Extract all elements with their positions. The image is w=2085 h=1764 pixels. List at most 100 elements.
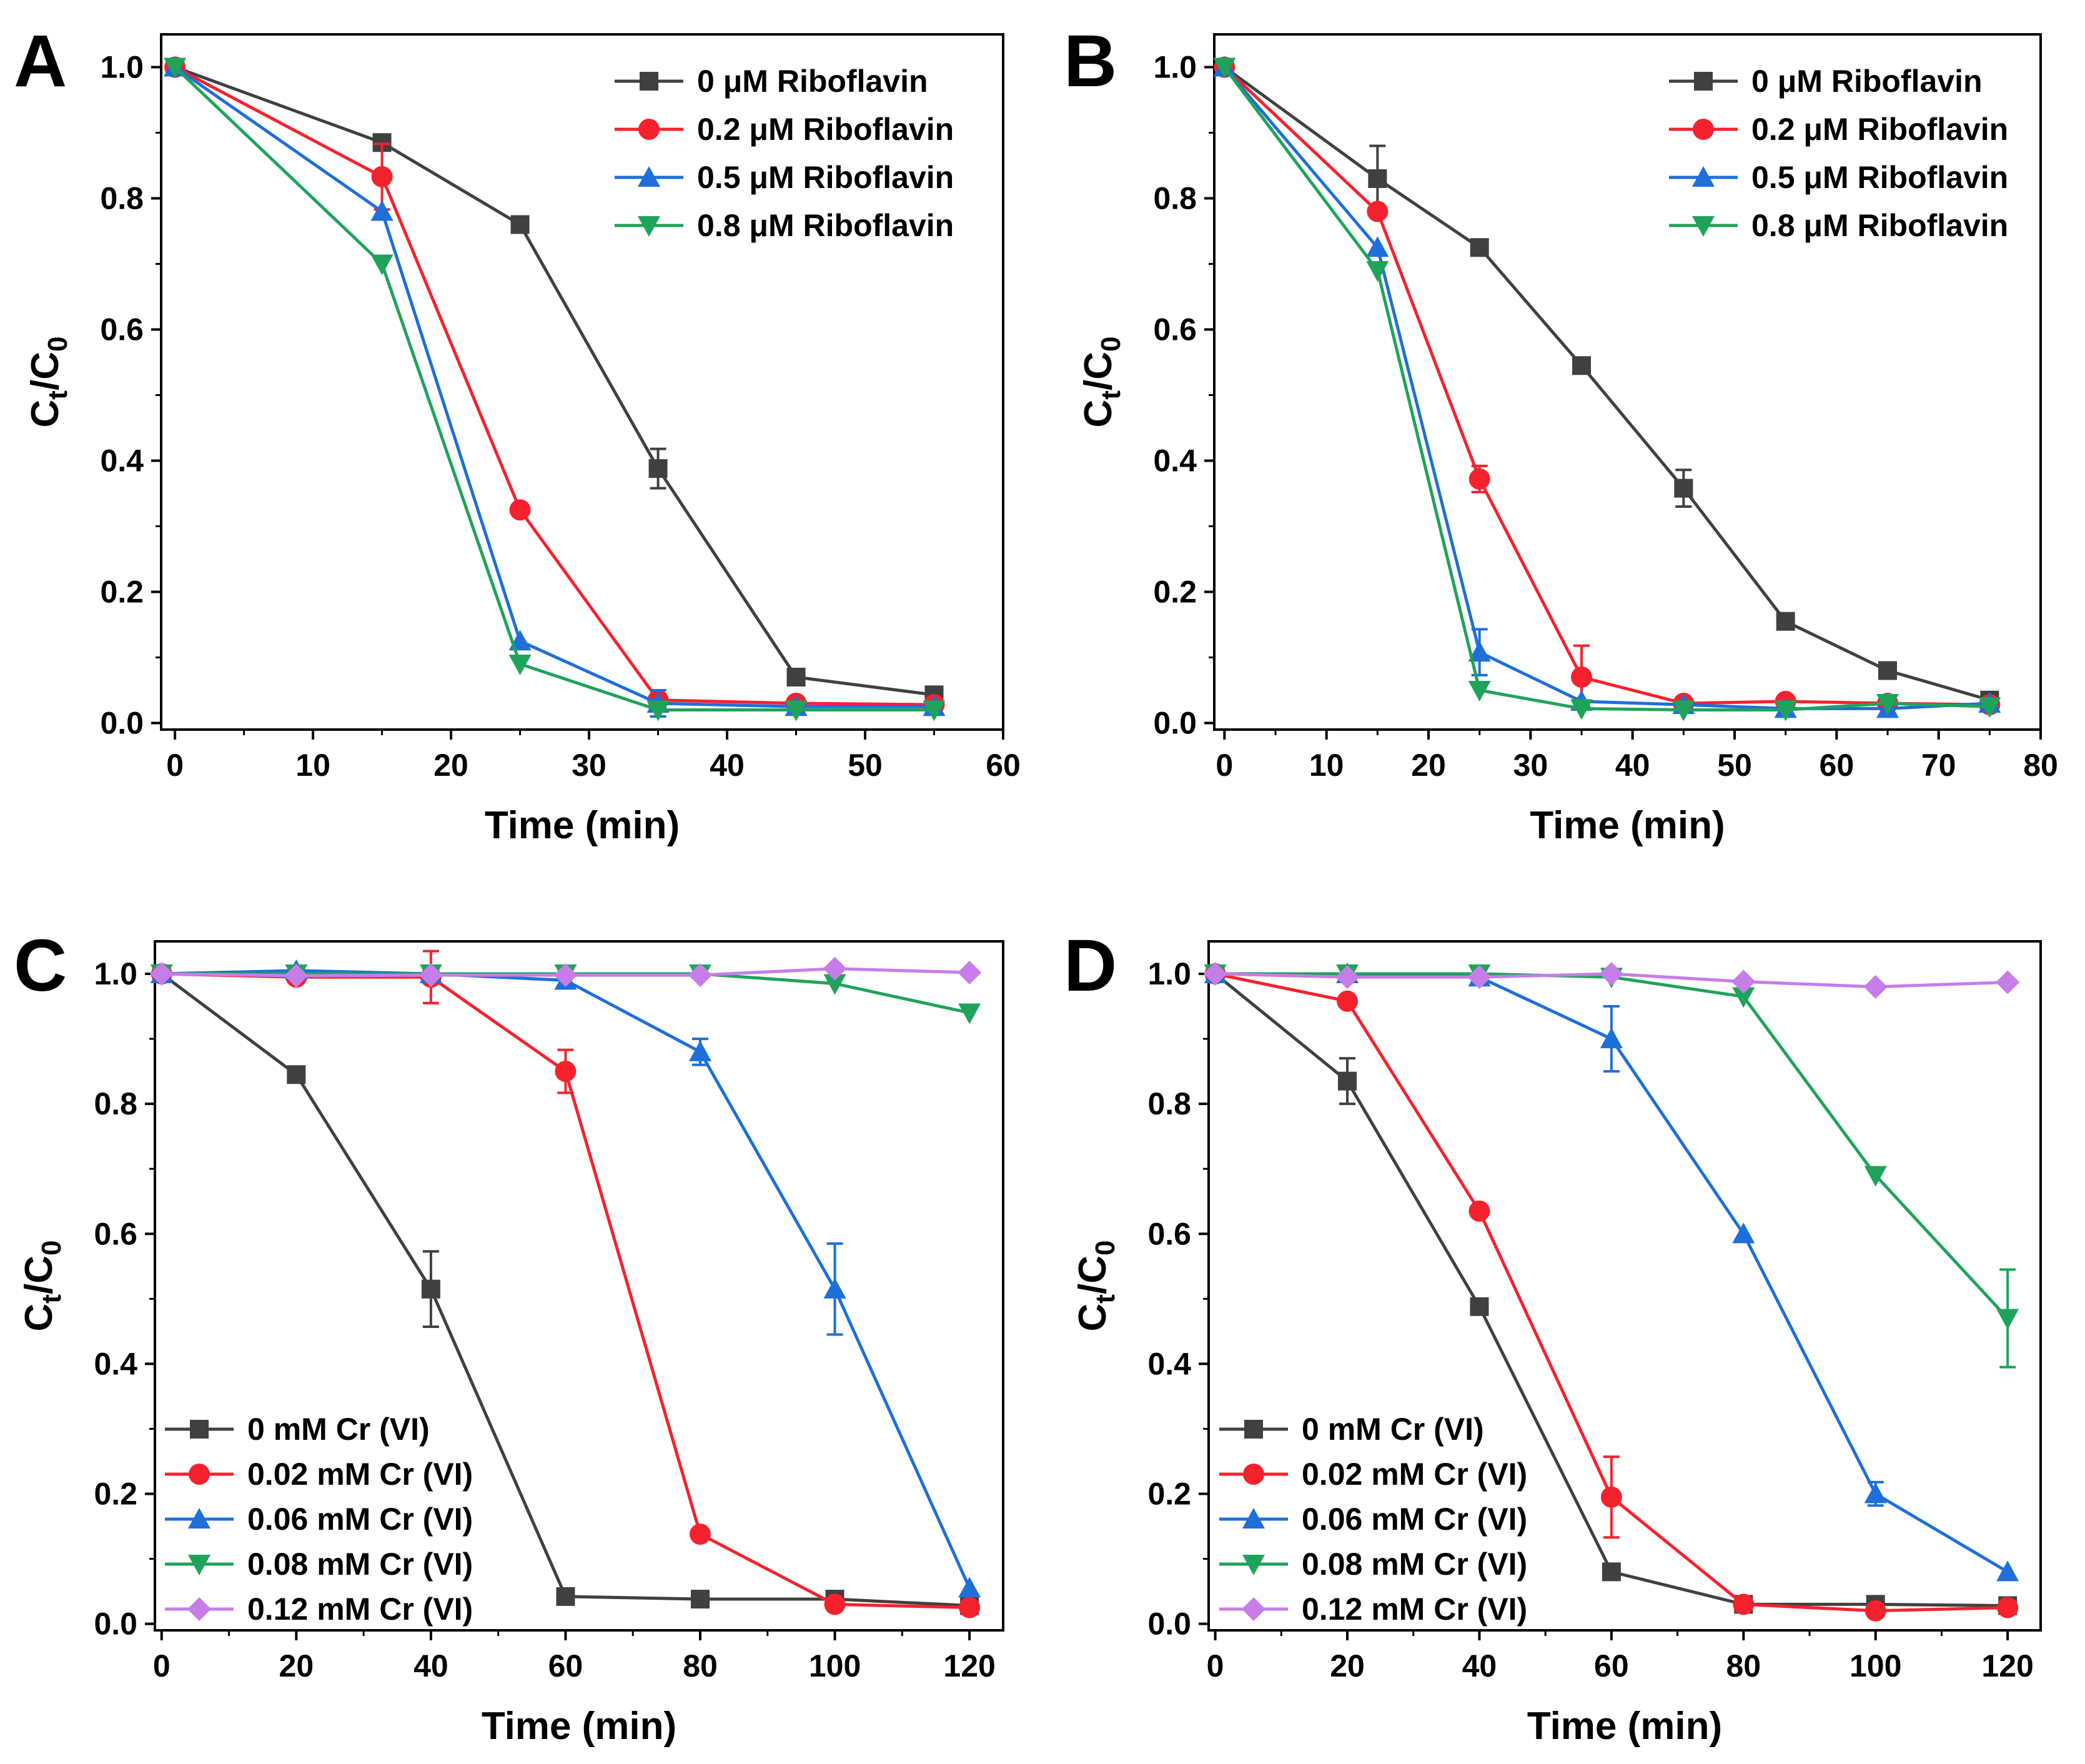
data-point	[648, 459, 668, 478]
series-4	[164, 57, 946, 721]
legend-label: 0.08 mM Cr (VI)	[1302, 1547, 1527, 1582]
legend-label: 0 μM Riboflavin	[1751, 64, 1983, 99]
legend-marker	[190, 1420, 209, 1439]
legend-marker	[1692, 166, 1715, 187]
y-axis-title-subscript: t	[1096, 390, 1126, 400]
data-point	[1572, 356, 1591, 375]
legend-item: 0.8 μM Riboflavin	[1669, 208, 2008, 243]
data-point	[508, 655, 532, 675]
legend-label: 0 mM Cr (VI)	[1302, 1412, 1484, 1447]
series-line	[1223, 66, 1990, 710]
legend-marker	[188, 1508, 210, 1529]
panel-d: D 0 20 40 60 80 100 120 0.0 0.2 0.4 0.6 0.8 1.0 Time (…	[1064, 924, 2042, 1748]
data-point	[1366, 261, 1389, 282]
y-tick-label: 0.8	[1147, 1086, 1191, 1121]
legend-item: 0 mM Cr (VI)	[165, 1412, 430, 1447]
y-axis-title-subscript: t	[36, 1294, 67, 1304]
data-point	[1470, 1297, 1489, 1316]
y-axis-title-subscript: 0	[1090, 1241, 1121, 1256]
data-point	[1468, 641, 1491, 662]
legend-item: 0.02 mM Cr (VI)	[165, 1457, 473, 1492]
data-point	[556, 1587, 575, 1606]
data-point	[1335, 965, 1359, 989]
data-point	[923, 700, 946, 721]
data-point	[1337, 990, 1358, 1012]
data-point	[824, 1593, 846, 1615]
data-point	[1996, 1560, 2019, 1582]
data-point	[958, 1003, 981, 1024]
y-axis-title-part: /C	[17, 1256, 61, 1294]
legend-label: 0.8 μM Riboflavin	[1751, 208, 2008, 243]
series-line	[174, 66, 934, 706]
data-point	[823, 974, 846, 995]
data-point	[1203, 962, 1227, 986]
data-point	[1732, 1222, 1755, 1244]
series-5	[1203, 962, 2020, 999]
y-tick-label: 0.6	[1153, 312, 1197, 347]
data-point	[1600, 1486, 1622, 1508]
data-point	[688, 963, 712, 988]
legend-label: 0.5 μM Riboflavin	[697, 160, 954, 195]
data-point	[1602, 1562, 1621, 1582]
y-tick-label: 1.0	[100, 50, 144, 85]
y-axis-title-part: C	[1077, 400, 1120, 428]
data-point	[1731, 969, 1756, 994]
data-point	[1996, 1309, 2019, 1330]
y-tick-label: 0.2	[1147, 1476, 1191, 1511]
x-tick-label: 80	[683, 1648, 718, 1683]
legend-item: 0.8 μM Riboflavin	[615, 208, 954, 243]
y-axis-title-subscript: t	[1090, 1294, 1121, 1304]
data-point	[1470, 238, 1489, 257]
series-1	[1215, 57, 1999, 710]
legend-label: 0.06 mM Cr (VI)	[1302, 1502, 1527, 1537]
legend-marker	[1692, 216, 1715, 237]
legend-label: 0.02 mM Cr (VI)	[1302, 1457, 1527, 1492]
panel-label: B	[1064, 20, 1117, 102]
legend-item: 0.08 mM Cr (VI)	[1219, 1547, 1527, 1582]
x-tick-label: 20	[279, 1648, 314, 1683]
legend-marker	[1694, 72, 1713, 91]
x-tick-label: 10	[295, 748, 330, 783]
data-point	[1732, 987, 1755, 1008]
data-point	[1864, 1166, 1887, 1187]
legend: 0 μM Riboflavin 0.2 μM Riboflavin 0.5 μM R…	[1669, 64, 2008, 243]
legend-marker	[189, 1464, 210, 1485]
y-tick-label: 0.8	[94, 1086, 137, 1121]
legend-marker	[640, 72, 658, 91]
data-point	[1468, 681, 1491, 701]
x-tick-label: 40	[1615, 748, 1650, 783]
y-tick-label: 0.6	[94, 1216, 137, 1251]
y-tick-label: 0.6	[1147, 1216, 1191, 1251]
y-axis-title-subscript: 0	[36, 1241, 67, 1256]
data-point	[1864, 1482, 1887, 1504]
x-tick-label: 80	[2023, 748, 2058, 783]
data-point	[689, 1040, 711, 1061]
data-point	[1468, 1200, 1490, 1222]
y-axis: 0.0 0.2 0.4 0.6 0.8 1.0	[1147, 956, 1209, 1642]
legend-item: 0.12 mM Cr (VI)	[1219, 1592, 1527, 1627]
y-tick-label: 0.6	[100, 312, 144, 347]
y-tick-label: 0.4	[94, 1346, 137, 1381]
series-2	[164, 56, 945, 716]
x-tick-label: 10	[1309, 748, 1344, 783]
data-point	[786, 668, 806, 686]
legend-marker	[1242, 1597, 1265, 1621]
data-point	[958, 960, 982, 984]
legend-marker	[638, 119, 660, 140]
x-tick-label: 120	[943, 1648, 995, 1683]
panel-b: B 0 10 20 30 40 50 60 70 80 0.0 0.2 0.4 0.6 0.8 1.0 Time…	[1064, 20, 2058, 847]
legend-label: 0.8 μM Riboflavin	[697, 208, 954, 243]
legend-item: 0 μM Riboflavin	[1669, 64, 1983, 99]
series-2	[1214, 56, 2001, 716]
data-point	[646, 700, 670, 721]
legend-item: 0.06 mM Cr (VI)	[1219, 1502, 1527, 1537]
plot-frame	[160, 33, 1004, 731]
x-axis-title: Time (min)	[482, 1705, 676, 1748]
data-point	[1468, 468, 1490, 490]
series-4	[1213, 57, 2001, 721]
x-axis-title: Time (min)	[1530, 804, 1725, 847]
y-axis-title: Ct/C0	[1071, 1241, 1121, 1332]
data-point	[1863, 974, 1888, 999]
data-point	[1774, 700, 1797, 721]
data-point	[785, 700, 808, 721]
